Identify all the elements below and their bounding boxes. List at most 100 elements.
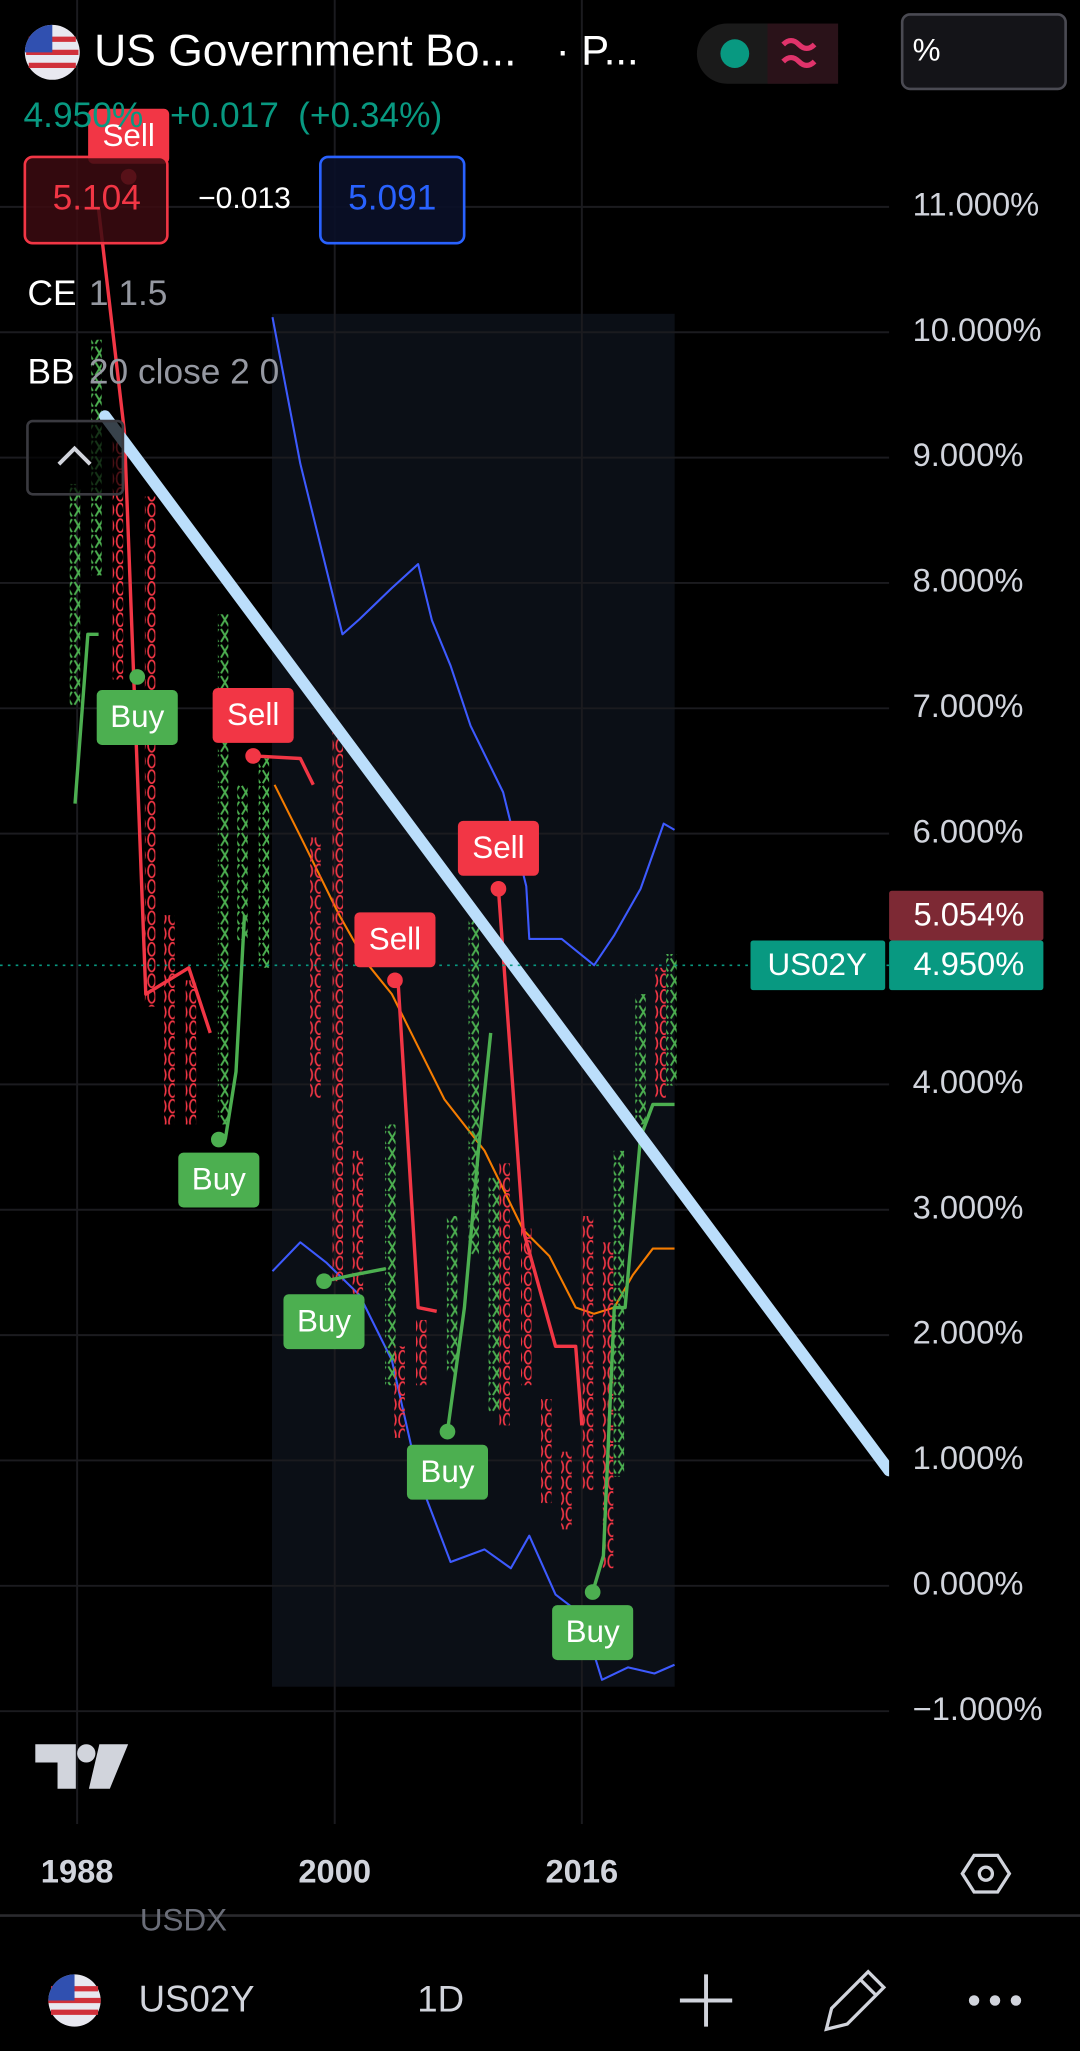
symbol-badge-text: US02Y <box>767 947 866 982</box>
signal-point <box>245 748 261 764</box>
signal-box <box>406 1444 489 1500</box>
y-tick-label: 0.000% <box>913 1564 1024 1601</box>
collapse-button[interactable] <box>26 419 125 496</box>
y-tick-label: 1.000% <box>913 1439 1024 1476</box>
more-button[interactable] <box>968 1995 1022 2006</box>
symbol-badge <box>750 940 886 991</box>
chandelier-stop <box>223 915 247 1140</box>
pnf-column <box>446 1216 458 1373</box>
interval[interactable]: 1D <box>417 1978 464 2019</box>
indicator-name[interactable]: BB <box>27 352 74 391</box>
pnf-column <box>635 994 646 1125</box>
unit-field-text: % <box>913 33 941 68</box>
pnf-column <box>237 784 248 942</box>
pnf-column <box>541 1399 552 1504</box>
pnf-column <box>310 837 321 1099</box>
pnf-column <box>561 1451 572 1530</box>
status-pill-right <box>767 23 839 84</box>
pnf-column <box>352 1150 364 1294</box>
bid-box[interactable] <box>23 155 169 245</box>
y-tick-label: 6.000% <box>913 812 1024 849</box>
pnf-column <box>385 1124 396 1386</box>
add-button[interactable] <box>679 1974 733 2027</box>
chandelier-stop <box>591 1102 675 1593</box>
pnf-column <box>332 732 344 1282</box>
delayed-icon <box>781 37 817 68</box>
mark-price-badge <box>889 890 1044 941</box>
signal-box <box>283 1294 365 1350</box>
y-tick-label: 11.000% <box>913 185 1040 222</box>
draw-button[interactable] <box>824 1969 887 2032</box>
bid: 5.104 <box>53 178 141 217</box>
pnf-column <box>415 1320 427 1386</box>
pnf-column <box>164 915 175 1125</box>
trend-line <box>99 410 890 1477</box>
pnf-column <box>394 1346 405 1438</box>
x-tick-label: 1988 <box>41 1852 114 1889</box>
ask: 5.091 <box>348 178 436 217</box>
pnf-column <box>602 1242 614 1569</box>
signal-label: Sell <box>472 830 524 865</box>
signal-box <box>96 690 178 745</box>
pnf-column <box>144 496 156 1007</box>
settings-icon[interactable] <box>960 1853 1012 1894</box>
pnf-column <box>468 915 479 1255</box>
pnf-column <box>666 954 677 1086</box>
signal-label: Sell <box>369 921 421 956</box>
pnf-column <box>185 980 197 1125</box>
footer-symbol[interactable]: US02Y <box>139 1978 255 2019</box>
unit-field[interactable] <box>900 13 1067 91</box>
y-tick-label: 3.000% <box>913 1188 1024 1225</box>
signal-point <box>584 1584 601 1600</box>
footer-flag <box>48 1974 101 2027</box>
signal-box <box>178 1152 260 1208</box>
signal-box <box>212 687 294 743</box>
pnf-column <box>488 1177 500 1412</box>
bollinger-line <box>271 317 676 967</box>
last-price-badge <box>889 940 1044 991</box>
last-price: 4.950% <box>24 96 144 135</box>
last-price-badge-text: 4.950% <box>913 945 1024 982</box>
y-tick-label: 8.000% <box>913 562 1024 599</box>
pnf-column <box>69 483 81 706</box>
signal-point <box>439 1423 456 1440</box>
ask-box[interactable] <box>319 155 466 245</box>
y-tick-label: 2.000% <box>913 1314 1024 1351</box>
symbol-title[interactable]: US Government Bo... <box>94 26 516 75</box>
signal-point <box>210 1131 227 1148</box>
pnf-column <box>112 431 124 680</box>
indicator-name[interactable]: CE <box>27 274 76 313</box>
indicator-params: 20 close 2 0 <box>89 352 279 391</box>
flag-icon <box>24 24 80 80</box>
logo <box>35 1744 129 1789</box>
signal-box <box>552 1605 634 1661</box>
price-change-pct: (+0.34%) <box>298 96 442 135</box>
signal-label: Buy <box>566 1614 620 1649</box>
chandelier-stop <box>496 888 584 1426</box>
overlay-symbol: USDX <box>140 1902 227 1937</box>
pnf-column <box>217 614 229 1125</box>
chandelier-stop <box>396 980 438 1313</box>
pnf-column <box>499 1163 510 1426</box>
signal-label: Sell <box>227 697 279 732</box>
indicator-params: 1 1.5 <box>89 274 168 313</box>
signal-box <box>354 912 436 968</box>
header: US Government Bo... · P... % 4.950% +0.0… <box>23 13 1067 496</box>
y-tick-label: −1.000% <box>913 1690 1043 1727</box>
signal-point <box>316 1273 332 1290</box>
signal-point <box>387 972 403 989</box>
signal-label: Sell <box>102 118 154 153</box>
pnf-column <box>258 758 270 968</box>
x-tick-label: 2000 <box>298 1852 371 1889</box>
y-tick-label: 10.000% <box>913 311 1042 348</box>
exchange: · P... <box>556 27 639 74</box>
signal-point <box>129 669 146 685</box>
pnf-column <box>521 1228 532 1386</box>
chandelier-stop <box>96 209 212 1034</box>
axes: 11.000% 10.000% 9.000% 8.000% 7.000% 6.000% 4.… <box>41 185 1044 1889</box>
chandelier-stop <box>323 1267 387 1283</box>
signal-label: Buy <box>192 1162 246 1197</box>
signal-box <box>88 108 170 164</box>
